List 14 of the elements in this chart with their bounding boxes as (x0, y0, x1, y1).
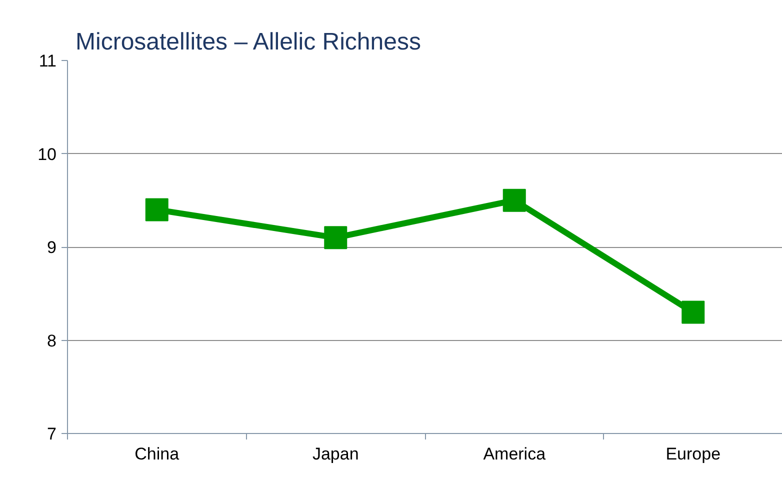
y-tick-label: 11 (38, 52, 57, 70)
x-tick-label: America (483, 444, 546, 464)
y-tick-label: 9 (47, 238, 57, 257)
y-tick-label: 10 (38, 144, 57, 164)
x-tick-label: China (134, 444, 180, 464)
point (324, 226, 348, 250)
y-tick-label: 7 (47, 424, 57, 444)
point (502, 188, 526, 212)
x-tick-label: Europe (666, 444, 721, 464)
point (682, 300, 705, 324)
chart-title: Microsatellites – Allelic Richness (76, 28, 421, 56)
x-tick-label: Japan (312, 444, 359, 464)
y-tick-label: 8 (47, 331, 57, 350)
point (145, 198, 168, 222)
